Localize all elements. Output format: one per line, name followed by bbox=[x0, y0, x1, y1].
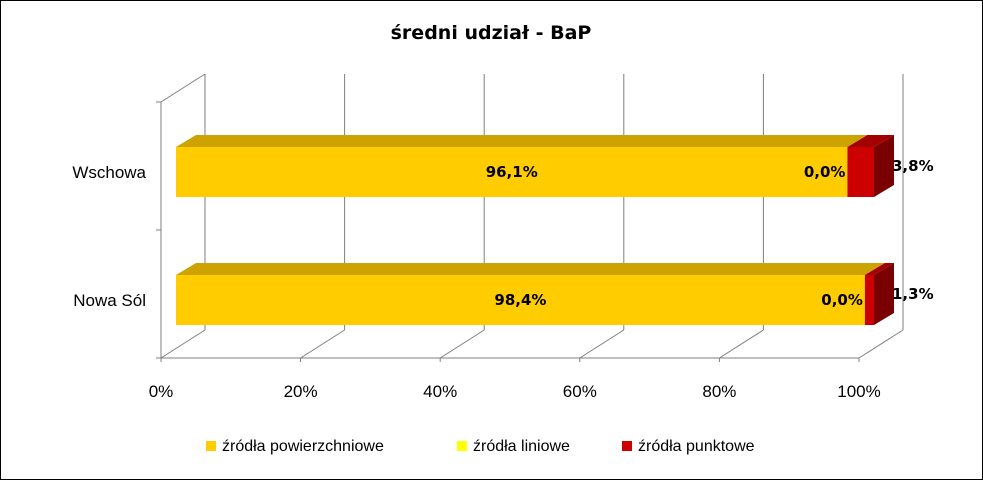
category-label: Wschowa bbox=[72, 163, 146, 182]
bar-side-face bbox=[874, 135, 894, 197]
legend-item: źródła liniowe bbox=[457, 438, 570, 455]
x-tick-label: 20% bbox=[284, 382, 318, 401]
category-label: Nowa Sól bbox=[73, 291, 146, 310]
x-tick-label: 60% bbox=[563, 382, 597, 401]
data-label: 0,0% bbox=[821, 291, 863, 309]
gridline-floor bbox=[300, 329, 345, 359]
chart-title: średni udział - BaP bbox=[391, 22, 592, 44]
gridlines bbox=[160, 73, 904, 359]
data-label: 3,8% bbox=[892, 157, 934, 175]
legend-swatch bbox=[206, 441, 216, 451]
bar-top-face bbox=[176, 263, 885, 275]
x-tick-label: 80% bbox=[702, 382, 736, 401]
data-label: 96,1% bbox=[486, 163, 538, 181]
bar-group bbox=[176, 263, 894, 325]
bar-segment bbox=[176, 147, 848, 197]
x-tick-label: 40% bbox=[423, 382, 457, 401]
legend-label: źródła liniowe bbox=[473, 438, 570, 455]
gridline-floor bbox=[160, 329, 206, 359]
side-wall-top bbox=[160, 73, 206, 103]
bar-segment bbox=[847, 147, 874, 197]
gridline-floor bbox=[858, 329, 904, 359]
legend-item: źródła powierzchniowe bbox=[206, 438, 384, 455]
bar-group bbox=[176, 135, 894, 197]
bar-top-face bbox=[847, 135, 894, 147]
legend-swatch bbox=[457, 441, 467, 451]
data-labels: 98,4% 0,0% 1,3% 96,1% 0,0% 3,8% bbox=[486, 157, 934, 309]
legend-label: źródła powierzchniowe bbox=[222, 438, 384, 455]
legend-swatch bbox=[622, 441, 632, 451]
bars bbox=[176, 135, 894, 325]
gridline-floor bbox=[719, 329, 764, 359]
legend: źródła powierzchniowe źródła liniowe źródł… bbox=[206, 438, 755, 455]
bar-top-face bbox=[176, 135, 868, 147]
legend-label: źródła punktowe bbox=[638, 438, 755, 455]
data-label: 0,0% bbox=[804, 163, 846, 181]
bar-side-face bbox=[874, 263, 894, 325]
gridline-floor bbox=[439, 329, 485, 359]
x-tick-label: 100% bbox=[837, 382, 880, 401]
x-tick-label: 0% bbox=[149, 382, 174, 401]
bar-segment bbox=[176, 275, 865, 325]
gridline-floor bbox=[579, 329, 625, 359]
axes: 0% 20% 40% 60% 80% 100% Nowa Sól Wschowa bbox=[72, 101, 881, 401]
data-label: 98,4% bbox=[494, 291, 546, 309]
bar-top-face bbox=[864, 263, 894, 275]
legend-item: źródła punktowe bbox=[622, 438, 755, 455]
bar-segment bbox=[864, 275, 874, 325]
data-label: 1,3% bbox=[892, 285, 934, 303]
